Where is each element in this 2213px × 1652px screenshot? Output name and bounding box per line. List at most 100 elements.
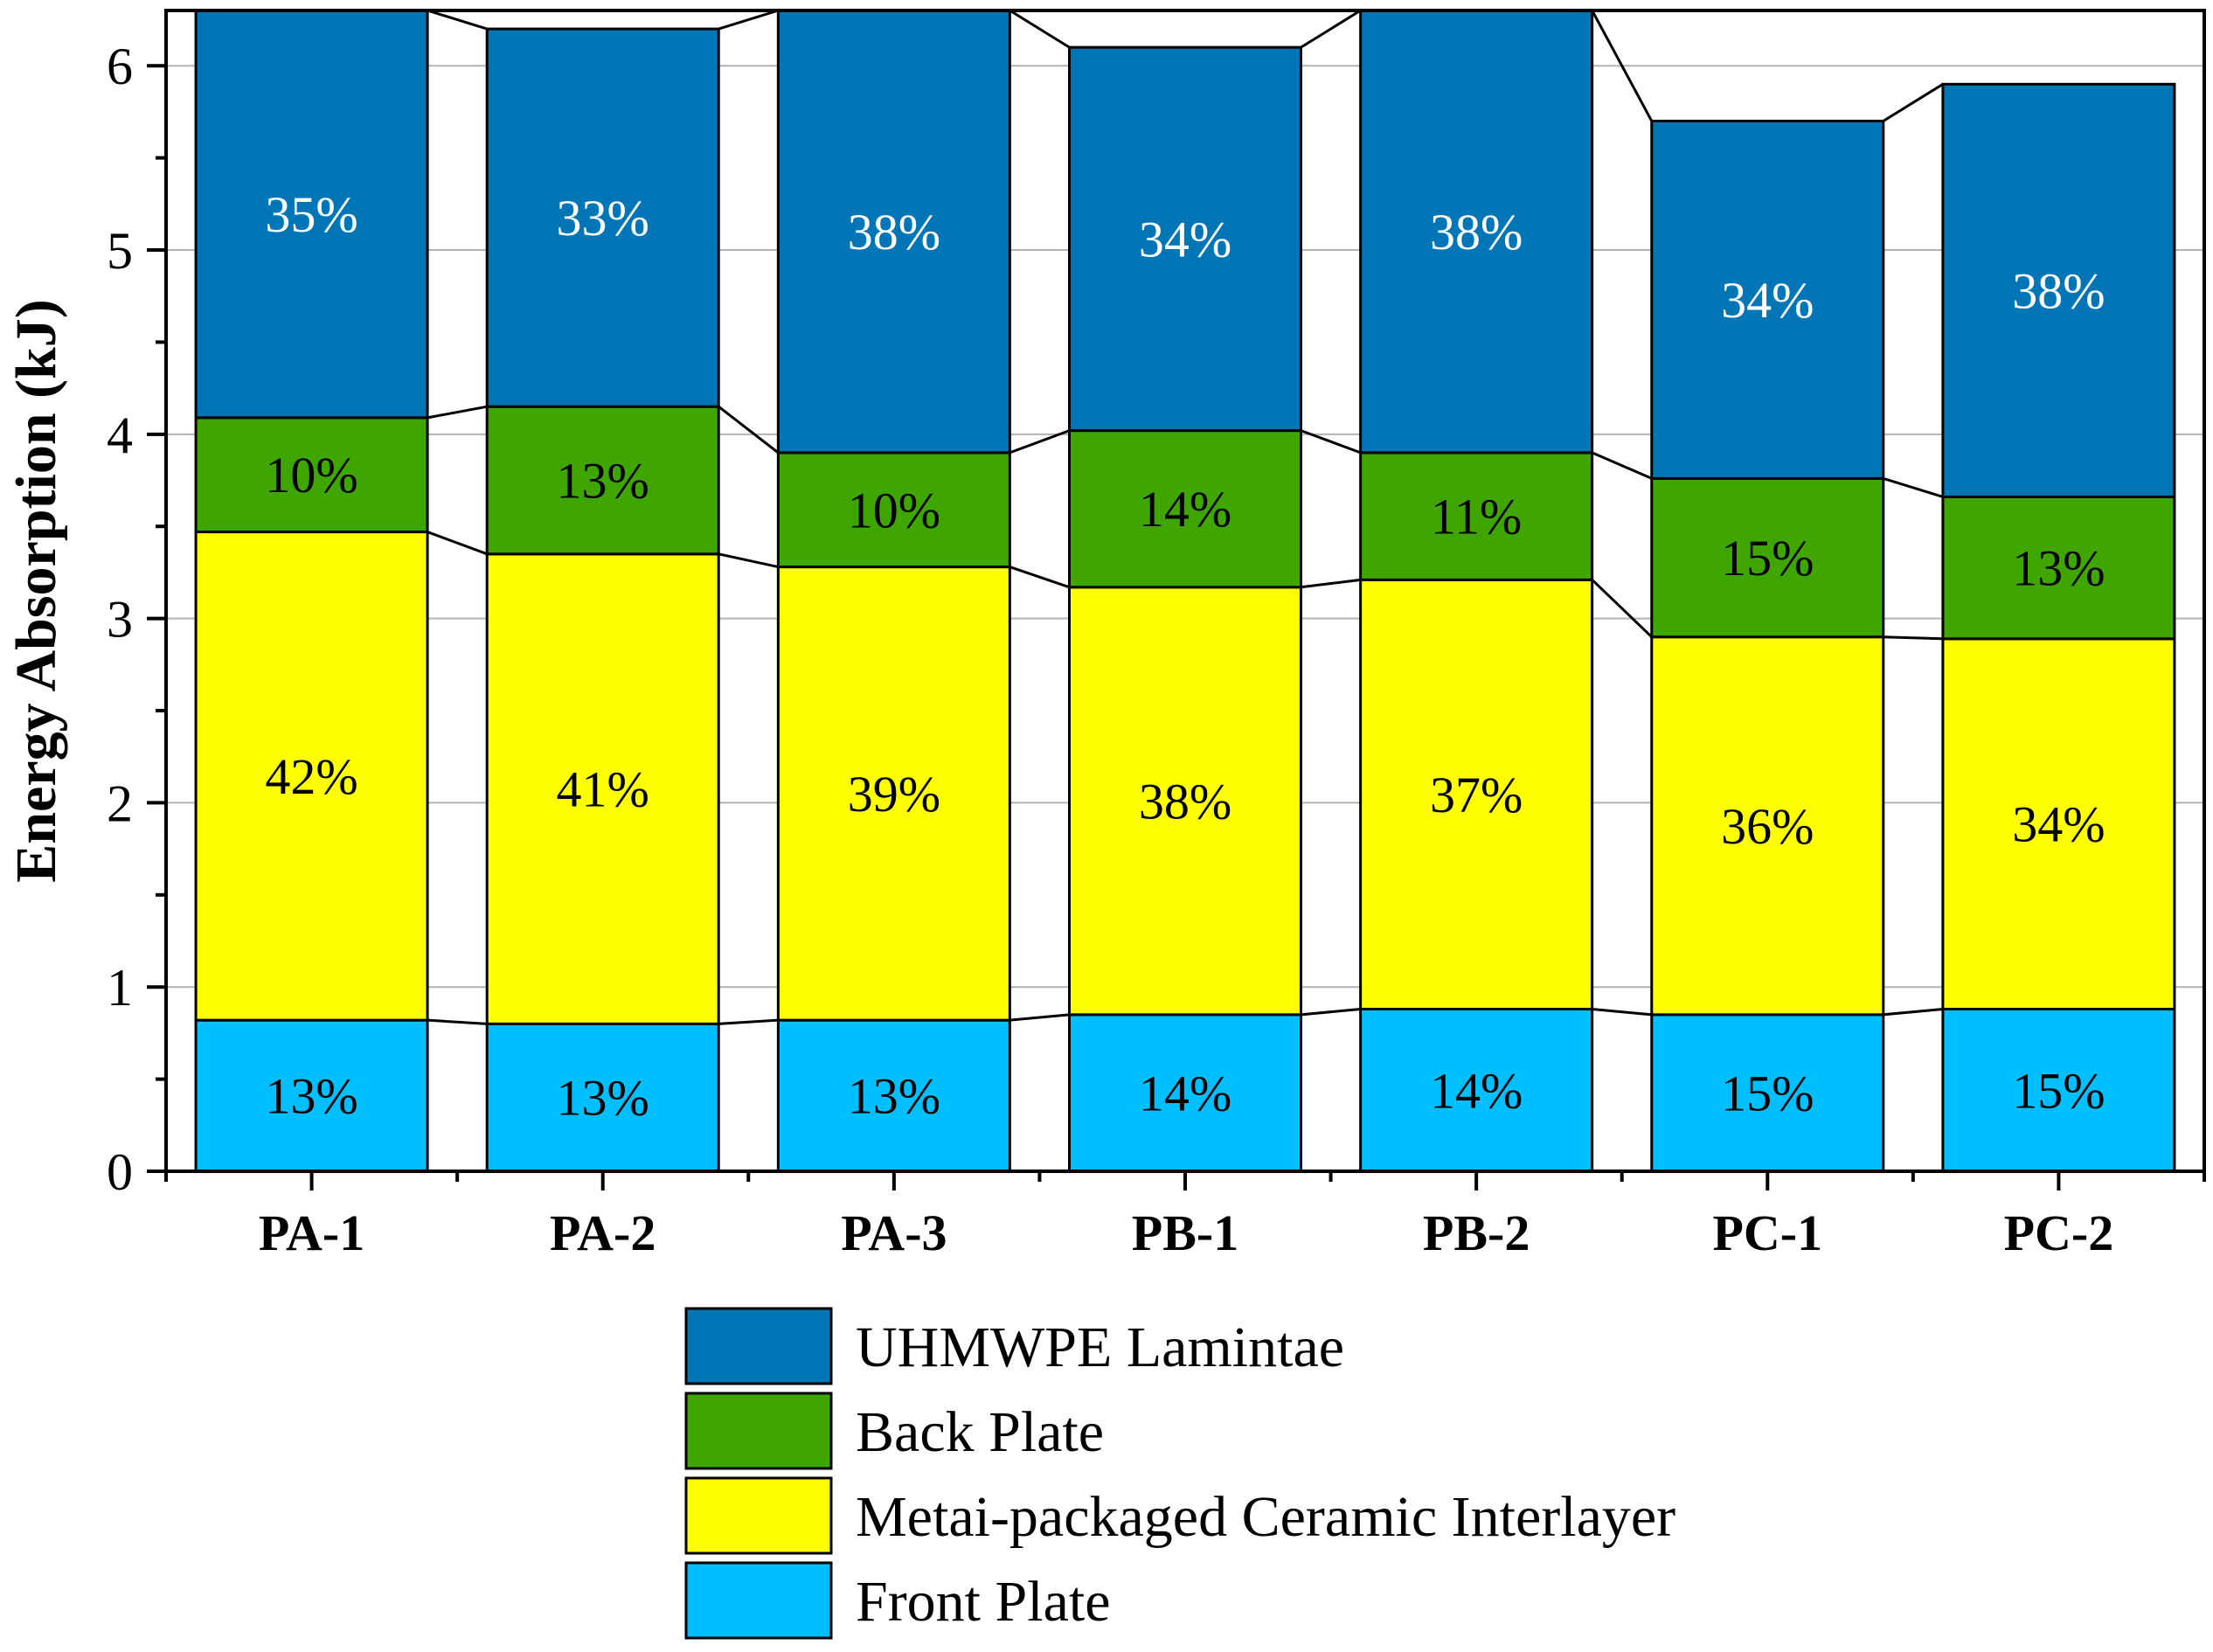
- bars: [194, 9, 2176, 1173]
- legend-label: Front Plate: [856, 1570, 1111, 1634]
- segment-percent-label: 34%: [1721, 272, 1814, 329]
- segment-percent-label: 35%: [265, 186, 357, 243]
- connector-line: [1882, 83, 1944, 122]
- connector-line: [718, 406, 780, 455]
- connector-line: [1592, 1008, 1652, 1017]
- y-tick-label: 3: [107, 591, 133, 649]
- segment-percent-label: 42%: [265, 748, 357, 805]
- bar-segment: [1359, 9, 1594, 455]
- legend-label: UHMWPE Lamintae: [856, 1315, 1344, 1379]
- bar-segment: [1650, 635, 1885, 1017]
- y-tick-label: 2: [107, 774, 133, 832]
- segment-percent-label: 38%: [1139, 773, 1231, 829]
- x-tick-label: PC-1: [1712, 1204, 1822, 1261]
- x-tick-label: PB-1: [1132, 1204, 1238, 1261]
- y-axis: 0 1 2 3 4 5 6: [107, 38, 166, 1201]
- connector-line: [1009, 9, 1071, 49]
- connector-line: [427, 531, 488, 556]
- legend-label: Back Plate: [856, 1400, 1104, 1464]
- bar-segment: [1068, 586, 1302, 1017]
- connector-line: [1300, 429, 1362, 455]
- segment-percent-label: 36%: [1721, 798, 1814, 855]
- bar-segment: [485, 1022, 720, 1173]
- connector-line: [1009, 429, 1071, 455]
- bar-segment: [194, 531, 429, 1022]
- connector-line: [1301, 1008, 1361, 1017]
- legend-swatch: [684, 1392, 833, 1470]
- bar-segment: [1650, 1013, 1885, 1173]
- segment-percent-label: 13%: [2012, 540, 2105, 597]
- segment-percent-label: 38%: [848, 204, 940, 260]
- connector-line: [1883, 476, 1944, 498]
- segment-percent-label: 15%: [2012, 1062, 2105, 1119]
- segment-percent-label: 15%: [1721, 1065, 1814, 1121]
- x-tick-label: PC-2: [2004, 1204, 2114, 1261]
- y-tick-label: 0: [107, 1143, 133, 1201]
- x-tick-label: PA-2: [550, 1204, 656, 1261]
- connector-line: [1591, 579, 1653, 638]
- segment-percent-label: 13%: [265, 1068, 357, 1125]
- connector-line: [1883, 635, 1943, 641]
- bar-segment: [776, 566, 1011, 1022]
- segment-percent-label: 10%: [265, 447, 357, 503]
- segment-percent-label: 13%: [557, 1070, 649, 1127]
- segment-percent-label: 14%: [1139, 481, 1231, 538]
- segment-percent-label: 33%: [557, 190, 649, 246]
- bar-segment: [485, 27, 720, 408]
- connector-line: [718, 9, 779, 31]
- connector-line: [1300, 9, 1362, 49]
- bar-segment: [485, 405, 720, 556]
- segment-percent-label: 34%: [2012, 796, 2105, 853]
- x-tick-label: PA-3: [841, 1204, 947, 1261]
- connector-line: [1592, 451, 1653, 480]
- connector-line: [1009, 1013, 1070, 1022]
- percentage-labels: 13% 42% 10% 35% 13% 41% 13% 33% 13% 39% 10% 38% 14% 3…: [265, 186, 2105, 1127]
- segment-percent-label: 39%: [848, 766, 940, 823]
- connector-line: [427, 405, 488, 420]
- y-tick-label: 4: [107, 406, 133, 464]
- bar-segment: [485, 552, 720, 1025]
- bar-segment: [776, 9, 1011, 455]
- bar-segment: [776, 1018, 1011, 1173]
- bar-segment: [1359, 578, 1594, 1011]
- y-axis-title: Energy Absorption (kJ): [4, 299, 68, 882]
- bar-segment: [1650, 119, 1885, 480]
- x-tick-label: PB-2: [1423, 1204, 1530, 1261]
- x-axis: PA-1 PA-2 PA-3 PB-1 PB-2 PC-1 PC-2: [164, 1171, 2206, 1261]
- connector-line: [1591, 10, 1654, 122]
- connector-line: [1009, 566, 1070, 589]
- connector-line: [718, 552, 779, 569]
- segment-connectors: [427, 9, 1944, 1025]
- segment-percent-label: 37%: [1430, 767, 1523, 823]
- segment-percent-label: 13%: [848, 1068, 940, 1125]
- y-tick-label: 6: [107, 38, 133, 95]
- bar-segment: [1068, 429, 1302, 589]
- bar-segment: [1941, 495, 2176, 641]
- connector-line: [427, 9, 488, 31]
- legend: UHMWPE Lamintae Back Plate Metai-packaged …: [684, 1307, 1675, 1640]
- legend-swatch: [684, 1561, 833, 1640]
- bar-segment: [194, 416, 429, 534]
- x-tick-label: PA-1: [259, 1204, 364, 1261]
- segment-percent-label: 11%: [1431, 489, 1522, 545]
- connector-line: [1301, 578, 1361, 589]
- legend-label: Metai-packaged Ceramic Interlayer: [856, 1485, 1675, 1549]
- segment-percent-label: 38%: [1430, 204, 1523, 260]
- legend-swatch: [684, 1307, 833, 1385]
- segment-percent-label: 41%: [557, 761, 649, 818]
- connector-line: [427, 1018, 488, 1025]
- connector-line: [718, 1018, 779, 1025]
- bar-segment: [194, 1018, 429, 1173]
- segment-percent-label: 38%: [2012, 262, 2105, 319]
- segment-percent-label: 10%: [848, 482, 940, 538]
- connector-line: [1883, 1008, 1944, 1017]
- legend-swatch: [684, 1476, 833, 1555]
- bar-segment: [1068, 1013, 1302, 1173]
- segment-percent-label: 14%: [1139, 1065, 1231, 1121]
- y-tick-label: 1: [107, 959, 133, 1017]
- bar-segment: [1359, 451, 1594, 581]
- segment-percent-label: 14%: [1430, 1062, 1523, 1119]
- y-tick-label: 5: [107, 222, 133, 280]
- bar-segment: [776, 451, 1011, 569]
